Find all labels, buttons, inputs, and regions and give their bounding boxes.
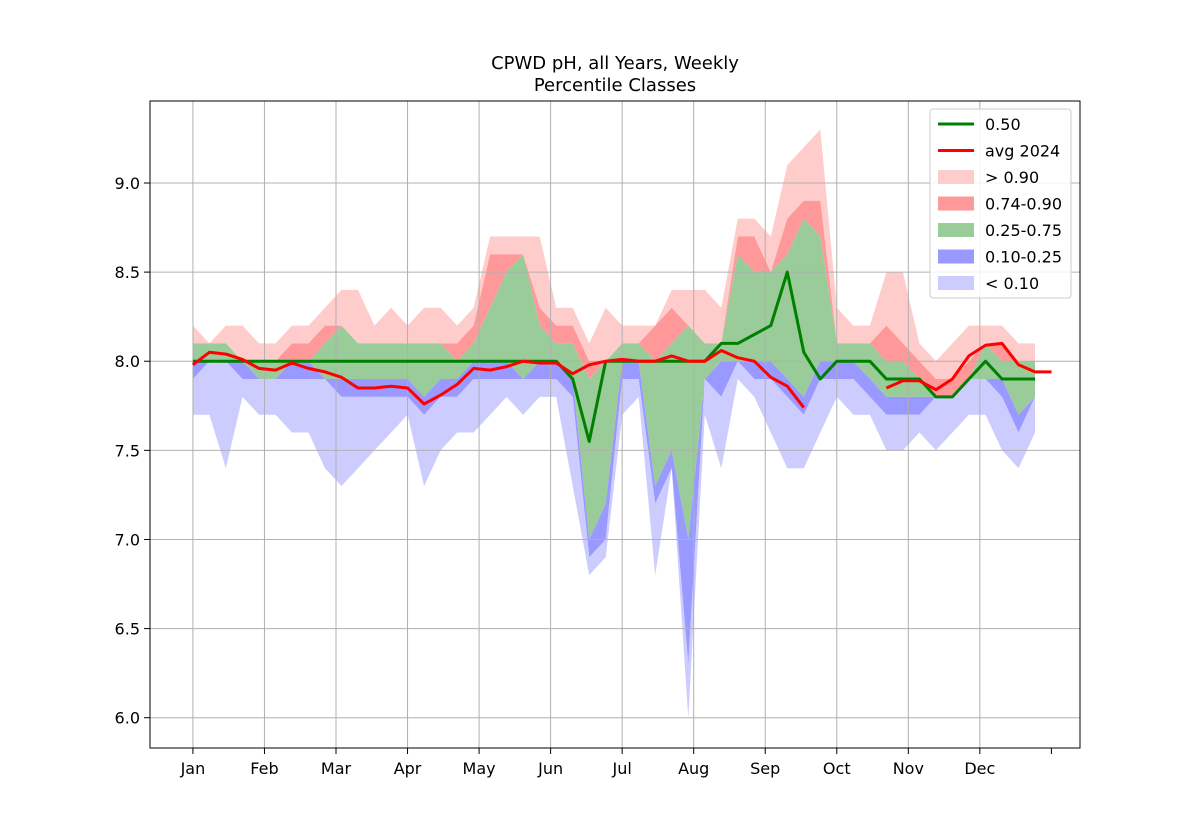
x-tick-label: Aug: [678, 759, 709, 778]
legend-label: > 0.90: [985, 168, 1039, 187]
x-tick-label: Dec: [964, 759, 995, 778]
legend-label: 0.74-0.90: [985, 195, 1062, 214]
legend-label: 0.10-0.25: [985, 248, 1062, 267]
legend-patch-swatch: [938, 249, 974, 264]
chart-title: CPWD pH, all Years, Weekly: [491, 53, 739, 74]
legend-label: < 0.10: [985, 274, 1039, 293]
x-tick-label: Feb: [250, 759, 278, 778]
x-tick-label: Jan: [180, 759, 206, 778]
percentile-bands: [192, 129, 1035, 718]
y-axis: 6.0 6.5 7.0 7.5 8.0 8.5 9.0: [115, 174, 150, 728]
band-2: [192, 218, 1035, 540]
x-tick-label: Mar: [321, 759, 352, 778]
series-line-1: [191, 349, 805, 409]
y-tick-label: 6.5: [115, 620, 140, 639]
legend-label: avg 2024: [985, 142, 1060, 161]
y-tick-label: 7.0: [115, 530, 140, 549]
y-tick-label: 8.5: [115, 263, 140, 282]
y-tick-label: 8.0: [115, 352, 140, 371]
series-line-1: [885, 341, 1052, 392]
y-tick-label: 9.0: [115, 174, 140, 193]
band-4: [192, 361, 1035, 718]
x-tick-label: Sep: [750, 759, 780, 778]
x-tick-label: Nov: [893, 759, 924, 778]
legend-patch-swatch: [938, 196, 974, 211]
band-0: [192, 129, 1035, 379]
band-1: [192, 200, 1035, 397]
x-tick-label: Jun: [537, 759, 563, 778]
legend-label: 0.25-0.75: [985, 221, 1062, 240]
y-tick-label: 6.0: [115, 709, 140, 728]
x-axis: Jan Feb Mar Apr May Jun Jul Aug Sep Oct Nov Dec: [180, 748, 1052, 778]
x-tick-label: Apr: [394, 759, 422, 778]
plot-area-frame: [149, 100, 1081, 749]
y-tick-label: 7.5: [115, 441, 140, 460]
legend: 0.50 avg 2024 > 0.90 0.74-0.90 0.25-0.75 0.10…: [929, 108, 1072, 299]
x-tick-label: May: [463, 759, 496, 778]
legend-patch-swatch: [938, 170, 974, 184]
legend-patch-swatch: [938, 276, 974, 290]
x-tick-label: Jul: [611, 759, 631, 778]
series-lines: [191, 270, 1052, 443]
chart-subtitle: Percentile Classes: [534, 75, 696, 96]
legend-label: 0.50: [985, 115, 1021, 134]
x-tick-label: Oct: [823, 759, 851, 778]
legend-patch-swatch: [938, 223, 974, 237]
